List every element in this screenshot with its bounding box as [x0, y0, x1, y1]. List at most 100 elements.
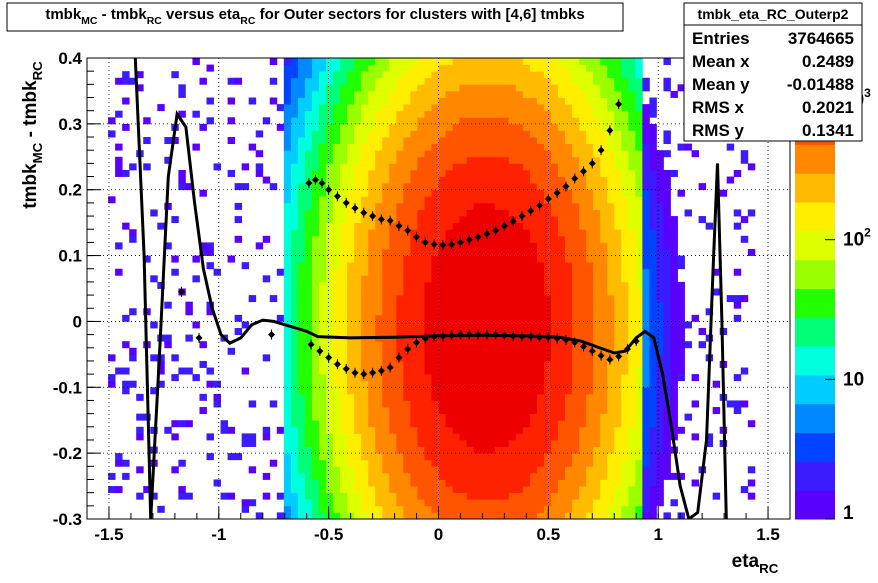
heatmap-cell	[558, 407, 566, 415]
heatmap-cell	[572, 400, 580, 408]
heatmap-cell	[593, 393, 601, 401]
heatmap-cell	[445, 492, 453, 500]
heatmap-cell	[473, 202, 482, 210]
heatmap-cell	[565, 446, 573, 454]
heatmap-cell	[536, 281, 545, 289]
heatmap-cell	[333, 222, 341, 230]
profile-rms-marker	[439, 241, 447, 249]
heatmap-cell	[206, 64, 214, 72]
heatmap-cell	[586, 183, 594, 191]
heatmap-cell	[508, 492, 517, 500]
heatmap-cell	[614, 374, 622, 382]
heatmap-cell	[501, 281, 510, 289]
heatmap-cell	[452, 137, 460, 145]
heatmap-cell	[614, 248, 622, 256]
heatmap-cell	[431, 150, 439, 158]
profile-mean-marker	[615, 352, 623, 360]
heatmap-cell	[558, 433, 566, 441]
heatmap-cell	[586, 354, 594, 362]
heatmap-cell	[473, 360, 482, 368]
heatmap-cell	[663, 459, 671, 467]
heatmap-cell	[480, 459, 489, 467]
heatmap-cell	[340, 156, 348, 164]
heatmap-cell	[382, 110, 390, 118]
heatmap-cell	[431, 499, 439, 507]
heatmap-cell	[297, 202, 306, 210]
heatmap-cell	[340, 374, 348, 382]
heatmap-cell	[445, 505, 453, 513]
heatmap-cell	[614, 222, 622, 230]
heatmap-cell	[508, 196, 517, 204]
heatmap-cell	[522, 367, 531, 375]
heatmap-cell	[480, 281, 489, 289]
heatmap-cell	[579, 387, 587, 395]
heatmap-cell	[424, 176, 432, 184]
heatmap-cell	[389, 308, 397, 316]
heatmap-cell	[340, 275, 348, 283]
heatmap-cell	[375, 242, 383, 250]
heatmap-cell	[354, 479, 362, 487]
heatmap-cell	[642, 262, 650, 270]
heatmap-cell	[600, 150, 608, 158]
heatmap-cell	[550, 104, 559, 112]
heatmap-cell	[389, 328, 397, 335]
heatmap-cell	[621, 314, 629, 322]
heatmap-cell	[445, 104, 453, 112]
heatmap-cell	[642, 308, 650, 316]
heatmap-cell	[480, 499, 489, 507]
heatmap-cell	[318, 77, 327, 85]
heatmap-cell	[171, 420, 179, 428]
heatmap-cell	[438, 354, 446, 362]
heatmap-cell	[593, 433, 601, 441]
heatmap-cell	[593, 341, 601, 349]
heatmap-cell	[691, 433, 700, 441]
heatmap-cell	[558, 169, 566, 177]
heatmap-cell	[635, 374, 643, 382]
heatmap-cell	[677, 143, 685, 151]
heatmap-cell	[600, 380, 608, 388]
heatmap-cell	[480, 216, 489, 224]
heatmap-cell	[586, 110, 594, 118]
heatmap-cell	[565, 281, 573, 289]
heatmap-cell	[389, 420, 397, 428]
heatmap-cell	[522, 64, 531, 72]
x-tick-label: -0.5	[314, 525, 343, 544]
heatmap-cell	[572, 367, 580, 375]
heatmap-cell	[607, 255, 615, 263]
heatmap-cell	[290, 341, 299, 349]
heatmap-cell	[290, 400, 299, 408]
heatmap-cell	[290, 262, 299, 270]
heatmap-cell	[459, 123, 468, 131]
y-tick-label: -0.2	[53, 444, 82, 463]
heatmap-cell	[487, 202, 496, 210]
heatmap-cell	[649, 512, 657, 520]
heatmap-cell	[670, 334, 678, 342]
heatmap-cell	[297, 169, 306, 177]
heatmap-cell	[396, 295, 404, 303]
heatmap-cell	[515, 90, 524, 98]
heatmap-cell	[396, 426, 404, 434]
heatmap-cell	[536, 97, 545, 105]
heatmap-cell	[396, 314, 404, 322]
heatmap-cell	[431, 169, 439, 177]
heatmap-cell	[480, 110, 489, 118]
heatmap-cell	[543, 453, 552, 461]
heatmap-cell	[670, 275, 678, 283]
heatmap-cell	[311, 222, 320, 230]
heatmap-cell	[670, 314, 678, 322]
heatmap-cell	[326, 58, 334, 65]
heatmap-cell	[600, 137, 608, 145]
heatmap-cell	[304, 117, 313, 125]
heatmap-cell	[389, 255, 397, 263]
heatmap-cell	[572, 420, 580, 428]
heatmap-cell	[438, 393, 446, 401]
heatmap-cell	[297, 248, 306, 256]
heatmap-cell	[600, 334, 608, 342]
heatmap-cell	[536, 400, 545, 408]
heatmap-cell	[403, 393, 411, 401]
heatmap-cell	[558, 97, 566, 105]
heatmap-cell	[290, 321, 299, 329]
heatmap-cell	[389, 380, 397, 388]
heatmap-cell	[333, 97, 341, 105]
heatmap-cell	[438, 58, 446, 65]
